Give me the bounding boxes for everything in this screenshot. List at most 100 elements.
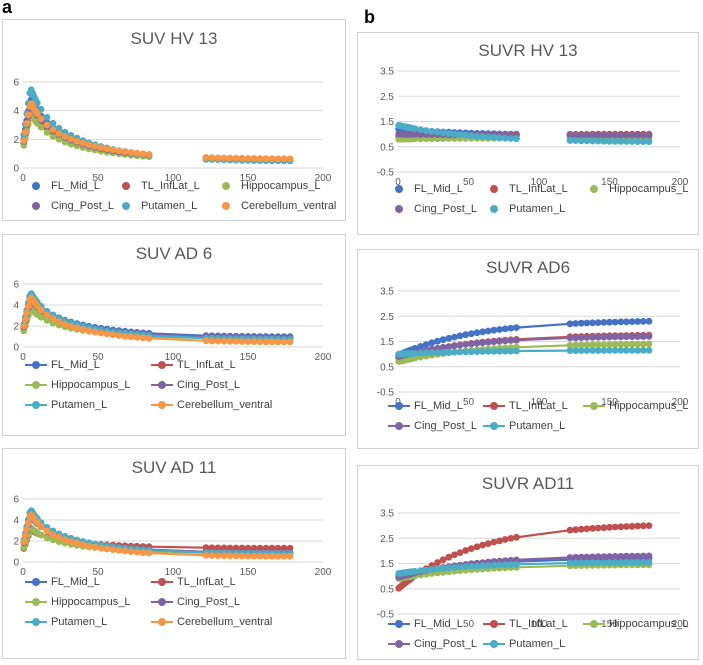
data-point-Putamen_L <box>428 349 436 357</box>
y-tick-label: 6 <box>13 495 19 506</box>
data-point-Cing_Post_L <box>513 336 520 344</box>
data-point-Putamen_L <box>572 559 580 567</box>
data-point-Cing_Post_L <box>611 333 619 341</box>
data-point-Putamen_L <box>462 348 470 356</box>
data-point-Cerebellum_ventral <box>21 128 29 136</box>
data-point-FL_Mid_L <box>501 325 509 333</box>
x-tick-label: 150 <box>240 173 257 184</box>
data-point-TL_InfLat_L <box>583 525 591 533</box>
data-point-Cing_Post_L <box>456 341 464 349</box>
y-tick-label: 0.5 <box>380 362 394 373</box>
data-point-Cerebellum_ventral <box>238 155 246 162</box>
data-point-Putamen_L <box>577 137 585 145</box>
data-point-Putamen_L <box>617 559 625 566</box>
data-point-Cerebellum_ventral <box>23 309 31 317</box>
data-point-Putamen_L <box>600 347 608 354</box>
legend-swatch <box>483 205 505 213</box>
data-point-Putamen_L <box>490 347 498 355</box>
y-tick-label: 1.5 <box>380 337 394 348</box>
data-point-TL_InfLat_L <box>462 547 470 554</box>
data-point-TL_InfLat_L <box>479 541 486 549</box>
data-point-Putamen_L <box>639 558 647 566</box>
data-point-Cerebellum_ventral <box>133 333 141 341</box>
data-point-Putamen_L <box>49 119 57 127</box>
legend-label: TL_InfLat_L <box>177 576 236 588</box>
legend-label: Hippocampus_L <box>51 379 131 391</box>
x-tick-label: 100 <box>165 352 182 363</box>
data-point-TL_InfLat_L <box>467 545 475 552</box>
data-point-Putamen_L <box>411 567 419 575</box>
data-point-Cing_Post_L <box>600 131 608 139</box>
data-point-Putamen_L <box>611 559 619 566</box>
data-point-Hippocampus_L <box>37 531 45 539</box>
data-point-TL_InfLat_L <box>473 543 481 551</box>
data-point-Cerebellum_ventral <box>109 546 117 553</box>
chart-suvr_ad11: SUVR AD11-0.50.51.52.53.5050100150200FL_… <box>357 465 699 660</box>
data-point-Cerebellum_ventral <box>268 552 276 560</box>
y-tick-label: 3.5 <box>380 509 394 520</box>
legend-label: Cing_Post_L <box>177 596 240 608</box>
data-point-Cing_Post_L <box>617 333 625 341</box>
x-tick-label: 0 <box>20 567 26 578</box>
legend-label: Cerebellum_ventral <box>241 200 337 212</box>
data-point-Putamen_L <box>456 563 464 571</box>
data-point-Cing_Post_L <box>623 552 630 560</box>
data-point-TL_InfLat_L <box>507 535 515 542</box>
y-tick-label: 0.5 <box>380 584 394 595</box>
data-point-Putamen_L <box>600 559 608 566</box>
y-tick-label: 2 <box>13 322 19 333</box>
data-point-Cing_Post_L <box>634 552 642 560</box>
data-point-FL_Mid_L <box>434 337 441 345</box>
data-point-Cerebellum_ventral <box>268 155 276 163</box>
data-point-Putamen_L <box>422 566 430 574</box>
data-point-Cing_Post_L <box>572 334 580 342</box>
data-point-Cerebellum_ventral <box>145 549 153 557</box>
data-point-Putamen_L <box>490 561 498 569</box>
data-point-FL_Mid_L <box>634 318 642 325</box>
plot-area: 0 2 4 6 0 50 100 150 200 <box>13 280 331 364</box>
x-tick-label: 0 <box>20 173 26 184</box>
data-point-Putamen_L <box>411 350 419 357</box>
data-point-Putamen_L <box>572 137 580 144</box>
data-point-Putamen_L <box>645 138 653 146</box>
data-point-Cing_Post_L <box>566 554 574 561</box>
y-tick-label: 0.5 <box>380 142 394 153</box>
data-point-Cerebellum_ventral <box>21 532 29 540</box>
data-point-Putamen_L <box>513 135 520 143</box>
data-point-TL_InfLat_L <box>445 553 453 561</box>
chart-suv_ad6: SUV AD 6 0 2 4 6 0 50 100 150 200 FL_Mid_L TL_InfLa… <box>2 234 346 436</box>
y-tick-label: -0.5 <box>377 610 395 621</box>
data-point-Cerebellum_ventral <box>145 151 153 158</box>
data-point-Cerebellum_ventral <box>79 326 87 333</box>
data-point-Putamen_L <box>606 559 613 566</box>
data-point-Putamen_L <box>473 348 481 355</box>
y-tick-label: 4 <box>13 301 19 312</box>
data-point-Cerebellum_ventral <box>43 121 51 129</box>
legend-swatch <box>25 401 47 409</box>
data-point-Putamen_L <box>484 348 492 355</box>
y-tick-label: 0 <box>13 558 19 569</box>
legend-label: Putamen_L <box>51 399 108 411</box>
data-point-Cerebellum_ventral <box>202 552 210 559</box>
data-point-Putamen_L <box>496 134 503 142</box>
data-point-Putamen_L <box>417 567 424 574</box>
data-point-Cing_Post_L <box>577 553 585 561</box>
data-point-Cing_Post_L <box>628 333 636 341</box>
data-point-Cing_Post_L <box>566 334 574 342</box>
data-point-Cerebellum_ventral <box>274 553 282 560</box>
data-point-Hippocampus_L <box>594 341 602 349</box>
data-point-Putamen_L <box>623 347 630 354</box>
data-point-Cerebellum_ventral <box>244 155 252 162</box>
data-point-Putamen_L <box>473 132 481 140</box>
data-point-FL_Mid_L <box>456 332 464 340</box>
data-point-Cing_Post_L <box>645 132 653 139</box>
data-point-Hippocampus_L <box>566 341 574 349</box>
data-point-TL_InfLat_L <box>572 526 580 534</box>
data-point-Cerebellum_ventral <box>49 126 57 134</box>
data-point-FL_Mid_L <box>422 341 430 348</box>
data-point-FL_Mid_L <box>473 329 481 337</box>
data-point-Putamen_L <box>513 560 520 568</box>
panel-label-a: a <box>2 0 13 17</box>
data-point-Cing_Post_L <box>606 553 613 560</box>
series-line-FL_Mid_L <box>22 293 290 338</box>
